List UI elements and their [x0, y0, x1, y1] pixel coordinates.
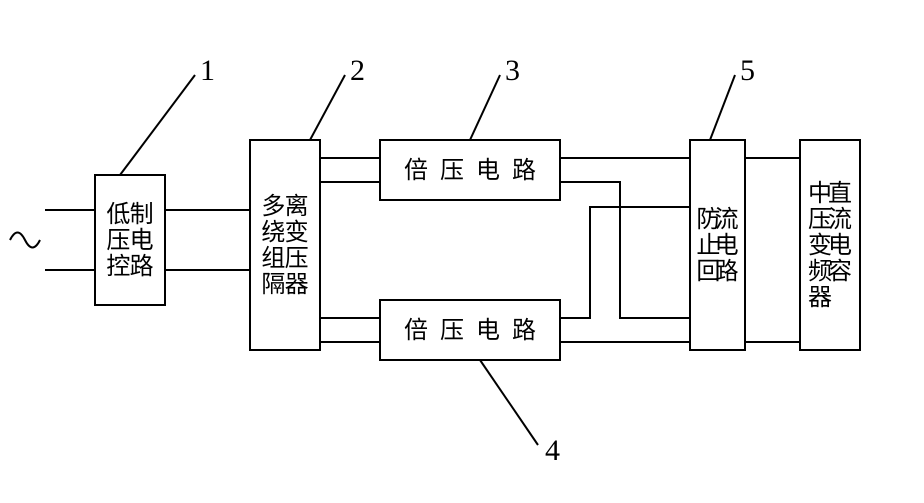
callout-number-c4: 4 — [545, 434, 560, 467]
block-label-b4-col3: 路 — [512, 317, 536, 344]
block-label-b1-col1: 制电路 — [130, 201, 154, 280]
block-label-b4-col0: 倍 — [404, 317, 428, 344]
callout-number-c3: 3 — [505, 54, 520, 87]
block-label-b2-col0: 多绕组隔 — [261, 193, 285, 298]
block-label-b5-col1: 流电路 — [715, 206, 739, 285]
leader-c5 — [710, 75, 735, 140]
block-label-b4-col2: 电 — [476, 317, 500, 344]
block-label-b1-col0: 低压控 — [106, 201, 130, 280]
block-label-b3-col3: 路 — [512, 157, 536, 184]
wire-9 — [560, 182, 690, 318]
callout-number-c5: 5 — [740, 54, 755, 87]
leader-c1 — [120, 75, 195, 175]
block-label-b3-col1: 压 — [440, 158, 464, 184]
block-label-b6-col1: 直流电容 — [828, 180, 852, 285]
leader-c4 — [480, 360, 538, 445]
block-label-b3-col2: 电 — [476, 157, 500, 184]
callout-number-c2: 2 — [350, 54, 365, 87]
wire-10 — [560, 207, 690, 318]
leader-c3 — [470, 75, 500, 140]
block-label-b4-col1: 压 — [440, 318, 464, 344]
block-label-b3-col0: 倍 — [404, 157, 428, 184]
block-label-b2-col1: 离变压器 — [285, 193, 309, 298]
ac-source-icon — [10, 233, 40, 248]
leader-c2 — [310, 75, 345, 140]
callout-number-c1: 1 — [200, 54, 215, 87]
